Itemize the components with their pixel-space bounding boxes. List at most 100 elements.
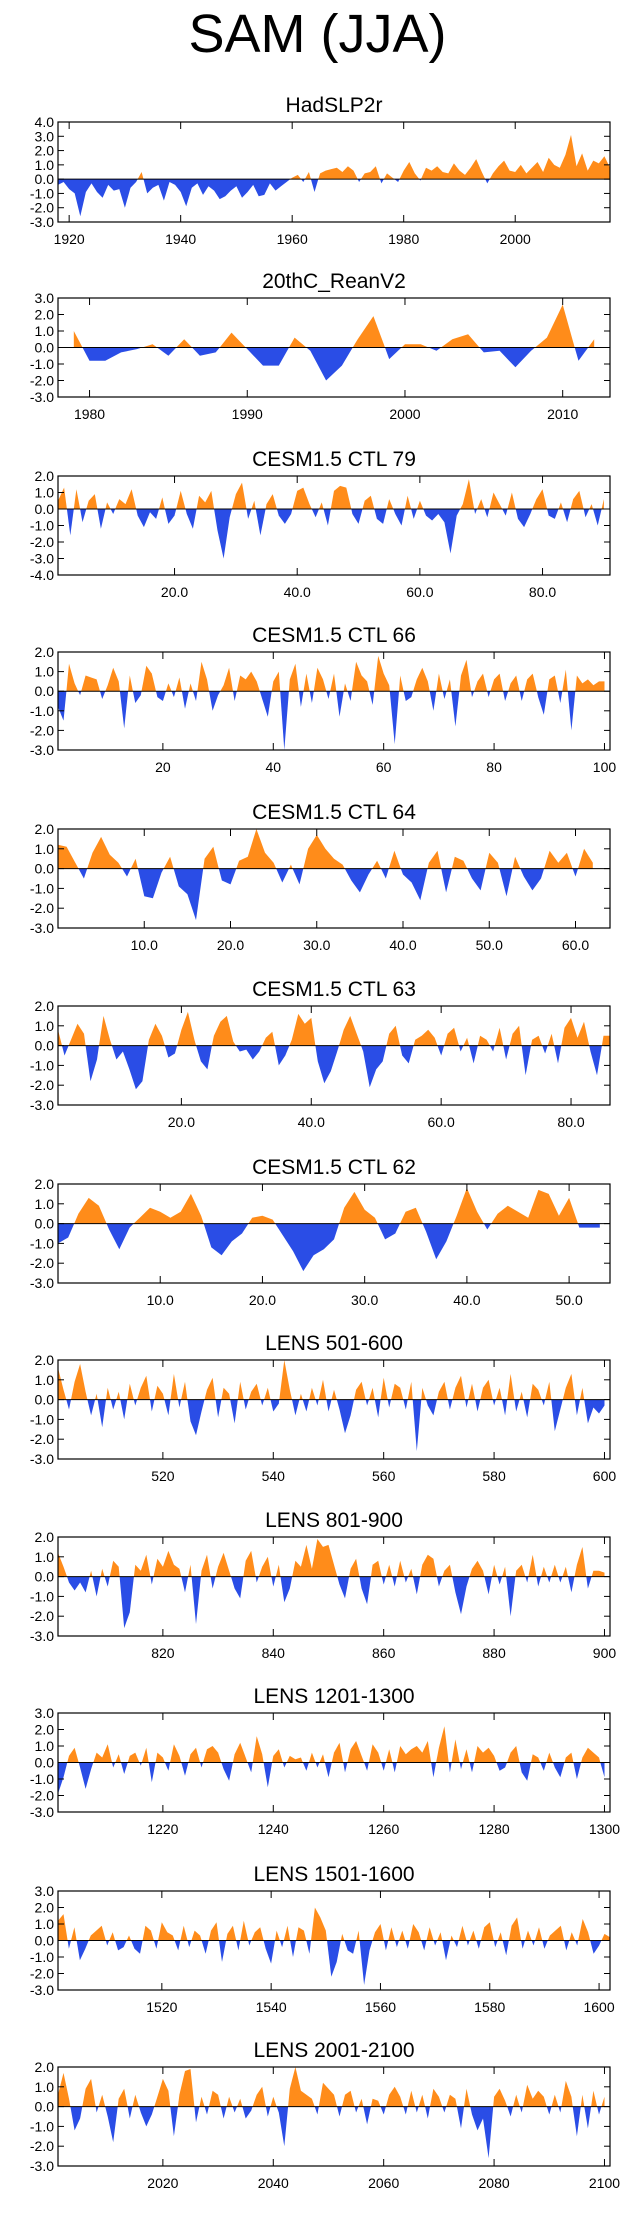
- positive-area: [141, 665, 156, 692]
- negative-area: [465, 1399, 469, 1408]
- negative-area: [572, 868, 578, 877]
- positive-area: [421, 159, 486, 180]
- positive-area: [547, 1033, 555, 1046]
- negative-area: [181, 1576, 189, 1593]
- positive-area: [318, 2082, 337, 2107]
- negative-area: [76, 1940, 89, 1961]
- positive-area: [339, 1015, 362, 1046]
- negative-area: [315, 1399, 319, 1406]
- negative-area: [85, 1045, 99, 1082]
- positive-area: [130, 858, 138, 869]
- positive-area: [453, 1188, 484, 1224]
- y-tick-label: 0.0: [35, 1569, 55, 1585]
- positive-area: [507, 492, 516, 509]
- x-tick-label: 1990: [232, 406, 263, 422]
- chart-title: CESM1.5 CTL 79: [252, 448, 416, 471]
- negative-area: [471, 691, 475, 698]
- y-tick-label: -1.0: [30, 703, 54, 719]
- x-tick-label: 1960: [277, 231, 308, 247]
- negative-area: [314, 2106, 319, 2115]
- positive-area: [450, 1935, 454, 1941]
- negative-area: [476, 1940, 481, 1949]
- positive-area: [176, 339, 193, 348]
- x-tick-label: 860: [372, 1645, 396, 1661]
- positive-area: [531, 1754, 541, 1763]
- negative-area: [119, 691, 129, 729]
- x-tick-label: 20: [155, 759, 171, 775]
- negative-area: [298, 691, 304, 707]
- negative-area: [218, 868, 237, 885]
- positive-area: [226, 1925, 237, 1941]
- positive-area: [399, 1930, 406, 1941]
- negative-area: [236, 1940, 241, 1951]
- positive-area: [386, 499, 394, 509]
- negative-area: [436, 1576, 443, 1587]
- y-tick-label: -4.0: [30, 567, 54, 583]
- positive-area: [188, 1564, 192, 1577]
- negative-area: [344, 1940, 357, 1954]
- negative-area: [572, 2106, 581, 2137]
- negative-area: [156, 691, 166, 701]
- x-tick-label: 1600: [583, 1999, 614, 2015]
- plot-frame: [57, 1183, 611, 1284]
- negative-area: [170, 2106, 178, 2137]
- negative-area: [302, 1399, 310, 1412]
- x-tick-label: 30.0: [303, 937, 330, 953]
- negative-area: [230, 1399, 238, 1424]
- positive-area: [386, 1025, 400, 1046]
- positive-area: [522, 2084, 547, 2107]
- positive-area: [372, 860, 381, 869]
- negative-area: [351, 509, 363, 524]
- negative-area: [112, 1762, 116, 1768]
- positive-area: [105, 667, 120, 692]
- negative-area: [80, 509, 87, 523]
- x-tick-label: 1940: [165, 231, 196, 247]
- positive-area: [459, 659, 472, 692]
- y-tick-label: 1.0: [35, 1549, 55, 1565]
- x-tick-label: 2040: [258, 2175, 289, 2191]
- positive-area: [304, 172, 311, 180]
- negative-area: [92, 1576, 101, 1597]
- positive-area: [551, 1564, 559, 1577]
- y-tick-label: 3.0: [35, 128, 55, 144]
- negative-area: [326, 1399, 332, 1412]
- plot-frame: [57, 1359, 611, 1460]
- negative-area: [515, 509, 533, 528]
- negative-area: [484, 1576, 492, 1595]
- positive-area: [480, 1922, 494, 1941]
- negative-area: [337, 1576, 350, 1599]
- negative-area: [496, 1762, 507, 1771]
- negative-area: [359, 1940, 373, 1985]
- y-tick-label: 0.0: [35, 1755, 55, 1771]
- positive-area: [251, 1927, 264, 1941]
- y-tick-label: 2.0: [35, 1352, 55, 1368]
- negative-area: [466, 1940, 470, 1946]
- negative-area: [502, 509, 508, 516]
- positive-area: [513, 2094, 520, 2107]
- positive-area: [469, 1560, 485, 1577]
- positive-area: [231, 482, 247, 509]
- negative-area: [467, 868, 486, 891]
- positive-area: [404, 495, 412, 509]
- negative-area: [428, 347, 441, 351]
- plot-frame: [57, 475, 611, 576]
- negative-area: [507, 2106, 514, 2117]
- positive-area: [292, 1539, 338, 1577]
- negative-area: [364, 1762, 369, 1771]
- negative-area: [192, 347, 220, 356]
- positive-area: [464, 2088, 471, 2107]
- positive-area: [251, 500, 256, 509]
- positive-area: [58, 487, 67, 509]
- x-tick-label: 1220: [147, 1821, 178, 1837]
- positive-area: [480, 1379, 493, 1400]
- positive-area: [436, 673, 443, 692]
- positive-area: [507, 1746, 520, 1763]
- positive-area: [154, 1385, 165, 1400]
- y-tick-label: -2.0: [30, 373, 54, 389]
- negative-area: [403, 2106, 408, 2115]
- negative-area: [181, 1762, 189, 1776]
- x-tick-label: 60.0: [428, 1114, 455, 1130]
- negative-area: [200, 1762, 203, 1768]
- positive-area: [427, 850, 442, 869]
- negative-area: [400, 1045, 414, 1064]
